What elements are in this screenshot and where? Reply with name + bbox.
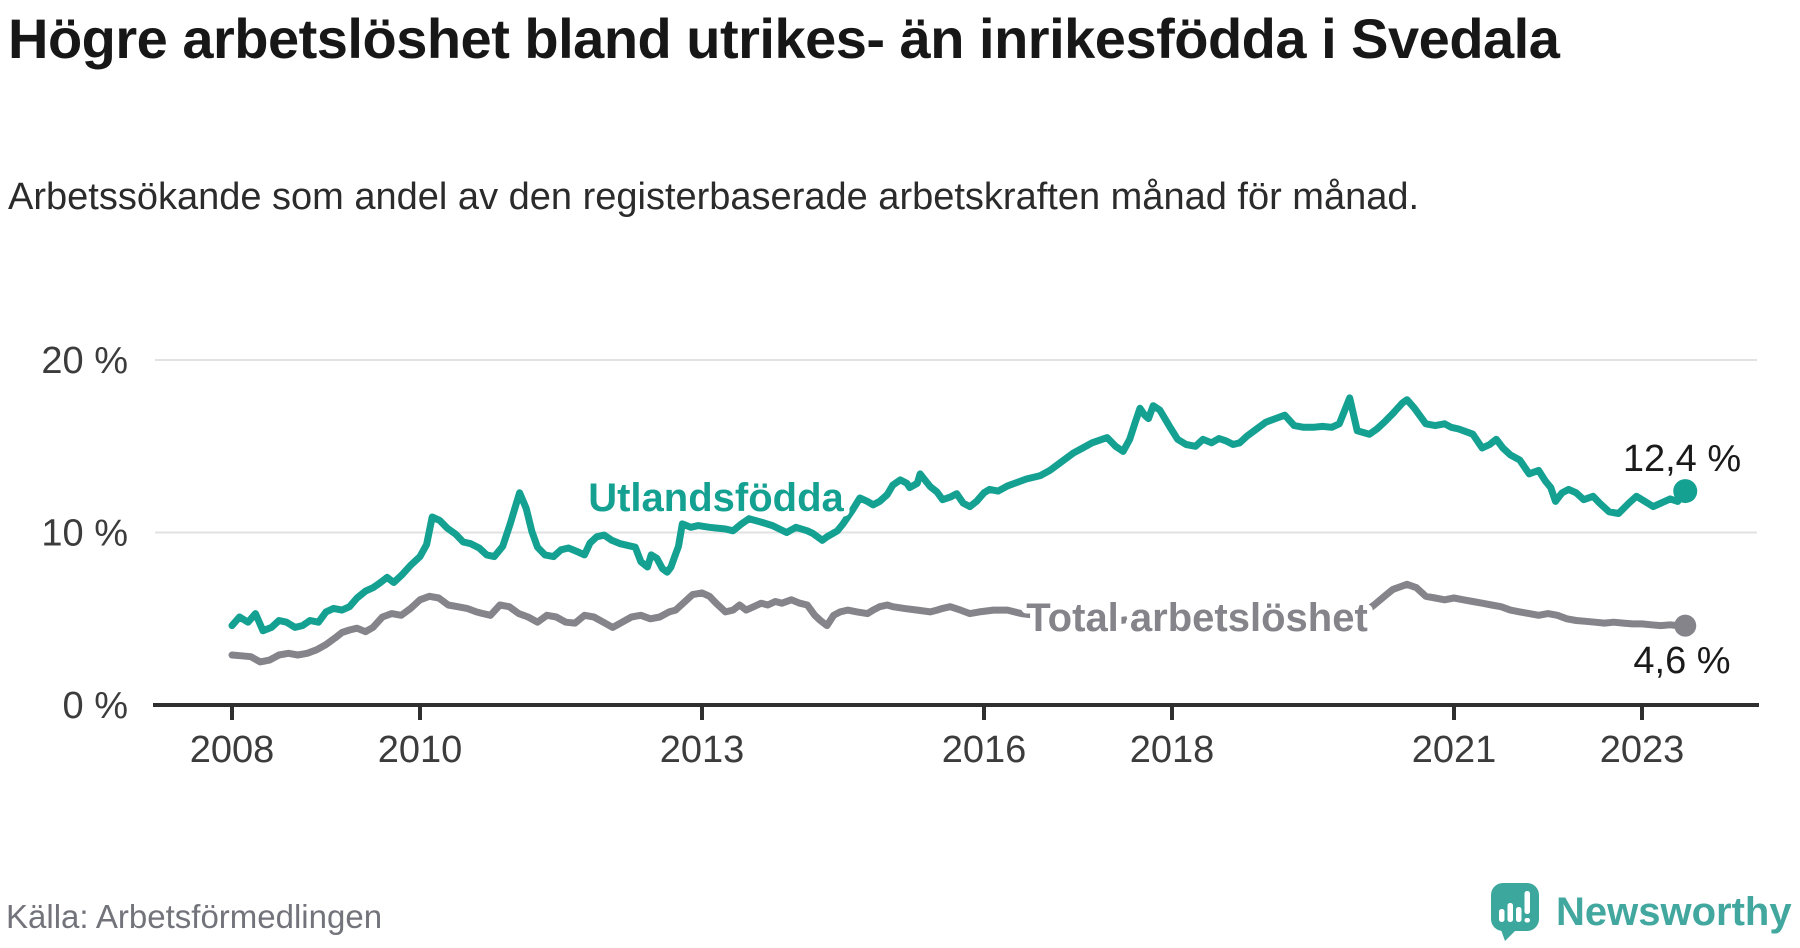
series-lines xyxy=(228,394,1689,666)
brand-logo: Newsworthy xyxy=(1490,882,1792,942)
series-label-utlandsfodda: Utlandsfödda xyxy=(588,476,844,520)
y-tick-label: 0 % xyxy=(63,685,128,727)
x-tick-label: 2016 xyxy=(942,729,1027,771)
y-tick-label: 20 % xyxy=(41,340,128,382)
y-axis-tick-labels: 0 % 10 % 20 % xyxy=(41,340,128,727)
x-tick-label: 2023 xyxy=(1600,729,1685,771)
x-tick-label: 2010 xyxy=(378,729,463,771)
x-tick-label: 2018 xyxy=(1130,729,1215,771)
series-end-dot xyxy=(1674,614,1697,637)
y-tick-label: 10 % xyxy=(41,513,128,555)
x-tick-label: 2021 xyxy=(1412,729,1497,771)
series-line-utlandsfodda xyxy=(228,394,1689,635)
end-value-label-utlandsfodda: 12,4 % xyxy=(1623,438,1741,480)
series-end-dot xyxy=(1673,479,1698,504)
x-tick-label: 2013 xyxy=(660,729,745,771)
page-title: Högre arbetslöshet bland utrikes- än inr… xyxy=(8,7,1560,70)
source-note: Källa: Arbetsförmedlingen xyxy=(6,898,383,935)
chart-subtitle: Arbetssökande som andel av den registerb… xyxy=(8,176,1420,218)
brand-wordmark: Newsworthy xyxy=(1556,889,1792,934)
end-value-label-total: 4,6 % xyxy=(1633,640,1730,682)
x-tick-label: 2008 xyxy=(190,729,275,771)
series-label-total-arbetsloshet: Total arbetslöshet xyxy=(1026,596,1368,640)
bar-chart-speech-bubble-icon xyxy=(1491,883,1539,941)
series-line-total xyxy=(228,580,1689,666)
gridlines xyxy=(155,359,1757,534)
x-axis-ticks: 2008 2010 2013 2016 2018 2021 2023 xyxy=(190,705,1685,771)
series-end-dots xyxy=(1673,479,1698,637)
